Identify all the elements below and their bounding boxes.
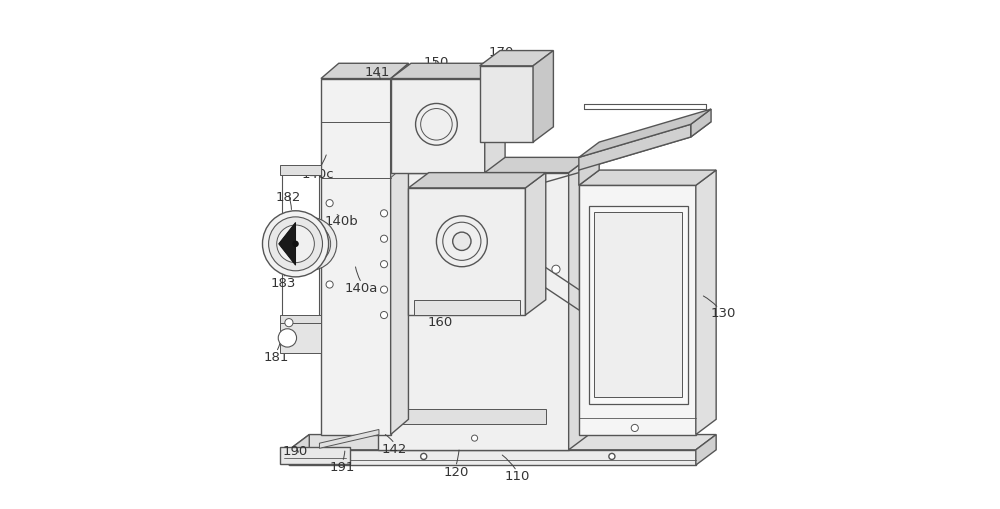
Polygon shape [321, 79, 391, 435]
Text: 183: 183 [270, 277, 296, 290]
Circle shape [290, 224, 331, 265]
Circle shape [472, 435, 478, 441]
Polygon shape [480, 67, 533, 143]
Polygon shape [579, 171, 716, 186]
Circle shape [278, 329, 297, 348]
Polygon shape [289, 450, 696, 465]
Circle shape [631, 425, 638, 432]
Polygon shape [280, 447, 350, 464]
Polygon shape [579, 125, 691, 171]
Polygon shape [280, 323, 321, 353]
Polygon shape [280, 316, 321, 328]
Polygon shape [391, 64, 408, 435]
Polygon shape [480, 51, 553, 67]
Circle shape [380, 210, 388, 217]
Polygon shape [589, 206, 688, 404]
Polygon shape [403, 409, 546, 425]
Polygon shape [280, 165, 321, 176]
Polygon shape [569, 158, 589, 450]
Polygon shape [579, 123, 711, 171]
Polygon shape [279, 223, 296, 266]
Polygon shape [533, 51, 553, 143]
Text: 184: 184 [267, 249, 292, 262]
Polygon shape [319, 430, 379, 448]
Circle shape [380, 287, 388, 294]
Text: 161: 161 [516, 188, 541, 201]
Polygon shape [579, 153, 599, 186]
Polygon shape [321, 64, 408, 79]
Text: 130: 130 [710, 306, 735, 319]
Text: 160: 160 [428, 315, 453, 328]
Polygon shape [414, 300, 520, 316]
Circle shape [262, 211, 329, 277]
Text: 182: 182 [275, 191, 301, 204]
Polygon shape [289, 435, 716, 450]
Circle shape [326, 200, 333, 207]
Polygon shape [289, 435, 309, 465]
Polygon shape [525, 173, 546, 316]
Polygon shape [579, 110, 711, 158]
Text: 170: 170 [488, 46, 514, 59]
Circle shape [293, 242, 298, 247]
Text: 190: 190 [283, 444, 308, 458]
Circle shape [380, 261, 388, 268]
Text: 191: 191 [330, 460, 355, 473]
Text: 180: 180 [267, 223, 292, 237]
Circle shape [421, 454, 427, 460]
Polygon shape [391, 79, 485, 173]
Circle shape [609, 454, 615, 460]
Circle shape [380, 312, 388, 319]
Polygon shape [485, 64, 505, 173]
Polygon shape [696, 435, 716, 465]
Text: 140c: 140c [302, 168, 334, 181]
Text: 142: 142 [382, 442, 407, 455]
Circle shape [552, 266, 560, 274]
Circle shape [285, 319, 293, 327]
Text: 141: 141 [364, 66, 390, 79]
Polygon shape [378, 158, 589, 173]
Text: 110: 110 [504, 469, 529, 483]
Circle shape [326, 241, 333, 248]
Circle shape [277, 225, 314, 263]
Polygon shape [691, 110, 711, 138]
Polygon shape [408, 188, 525, 316]
Circle shape [453, 233, 471, 251]
Polygon shape [696, 171, 716, 435]
Text: 181: 181 [264, 351, 289, 363]
Text: 140b: 140b [324, 215, 358, 228]
Polygon shape [579, 186, 696, 435]
Circle shape [269, 217, 322, 271]
Circle shape [284, 218, 337, 271]
Circle shape [380, 236, 388, 243]
Polygon shape [408, 173, 546, 188]
Polygon shape [594, 213, 682, 398]
Polygon shape [378, 173, 569, 450]
Text: 140a: 140a [345, 281, 378, 294]
Text: 120: 120 [443, 465, 468, 478]
Text: 150: 150 [423, 56, 449, 69]
Circle shape [326, 281, 333, 289]
Polygon shape [391, 64, 505, 79]
